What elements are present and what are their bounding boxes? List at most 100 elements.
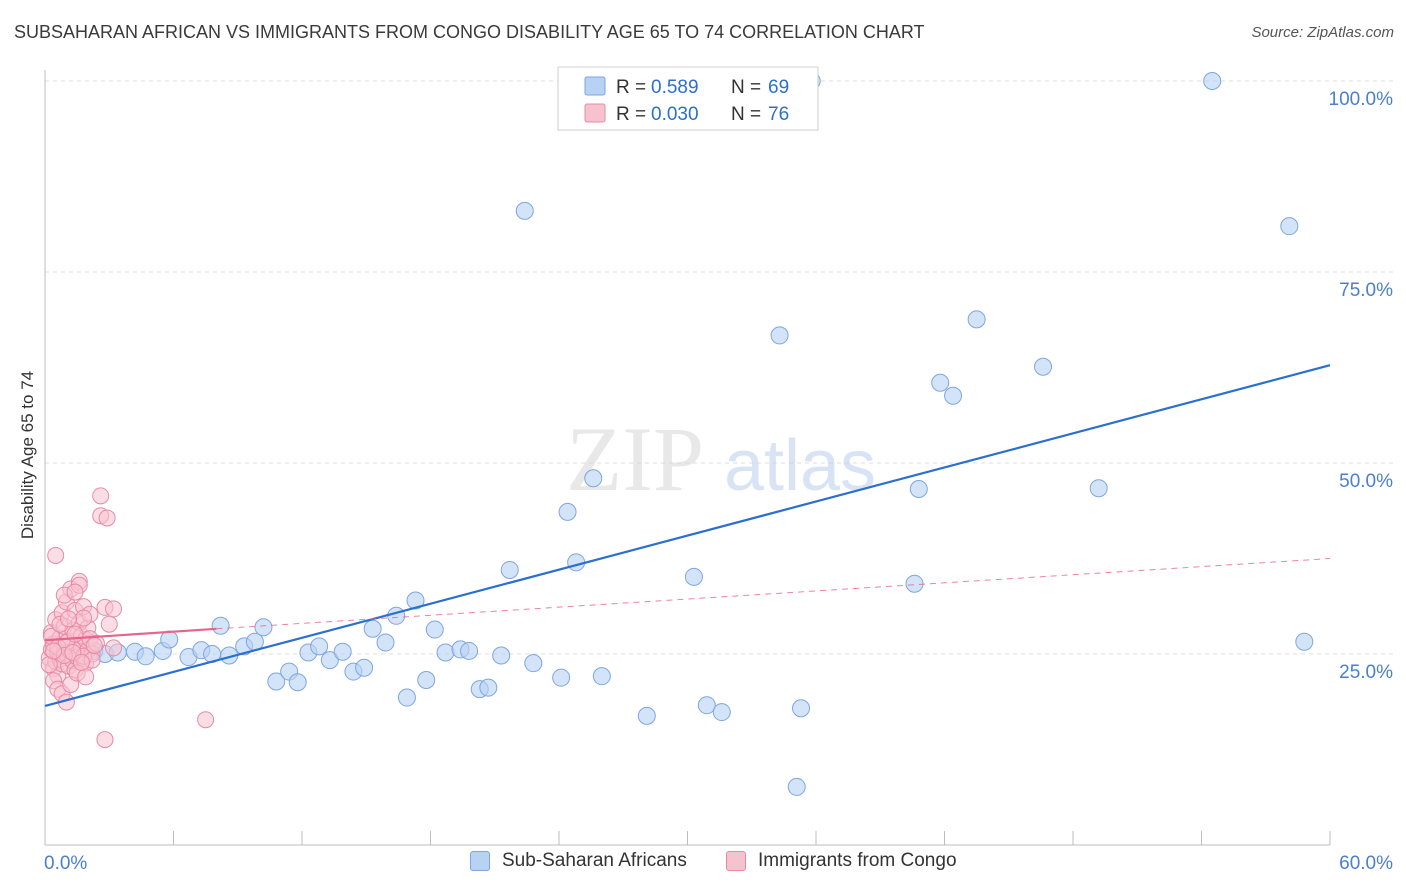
subsaharan-point (320, 651, 339, 670)
subsaharan-point (406, 591, 425, 610)
legend-n-value-2: 76 (768, 104, 789, 125)
legend-n-label-2: N = (731, 104, 761, 125)
subsaharan-point (211, 616, 230, 635)
subsaharan-point (500, 560, 519, 579)
congo-point (92, 487, 110, 505)
y-tick-label: 50.0% (1339, 471, 1393, 492)
series-legend: Sub-Saharan Africans Immigrants from Con… (0, 850, 1406, 878)
subsaharan-point (637, 706, 656, 725)
subsaharan-point (697, 696, 716, 715)
congo-point (100, 615, 118, 633)
stats-legend: R = 0.589 N = 69 R = 0.030 N = 76 (557, 66, 819, 131)
congo-point (75, 609, 93, 627)
subsaharan-point (492, 646, 511, 665)
subsaharan-point (333, 642, 352, 661)
y-tick-labels: 25.0% 50.0% 75.0% 100.0% (1329, 89, 1394, 683)
subsaharan-point (524, 654, 543, 673)
subsaharan-point (931, 373, 950, 392)
legend-r-value-2: 0.030 (651, 104, 699, 125)
legend-item-congo[interactable]: Immigrants from Congo (726, 850, 957, 872)
legend-label-subsaharan: Sub-Saharan Africans (502, 850, 687, 871)
y-tick-label: 100.0% (1329, 89, 1394, 110)
congo-point (66, 625, 84, 643)
subsaharan-point (787, 777, 806, 796)
subsaharan-point (584, 469, 603, 488)
subsaharan-point (310, 637, 329, 656)
legend-label-congo: Immigrants from Congo (758, 850, 957, 871)
congo-point (47, 546, 65, 564)
watermark: ZIP atlas (566, 408, 876, 510)
subsaharan-point (363, 619, 382, 638)
subsaharan-point (552, 668, 571, 687)
trend-lines (44, 364, 1331, 708)
subsaharan-point (558, 502, 577, 521)
subsaharan-point (770, 326, 789, 345)
watermark-atlas: atlas (724, 426, 876, 506)
congo-point (60, 610, 78, 628)
subsaharan-point (567, 553, 586, 572)
subsaharan-point (1089, 479, 1108, 498)
subsaharan-point (592, 667, 611, 686)
legend-swatch-subsaharan (470, 851, 490, 871)
subsaharan-point (436, 643, 455, 662)
x-tick-label: 60.0% (1339, 853, 1393, 874)
subsaharan-point (267, 672, 286, 691)
subsaharan-trend-line (44, 364, 1331, 708)
subsaharan-point (288, 673, 307, 692)
subsaharan-point (967, 310, 986, 329)
subsaharan-point (460, 641, 479, 660)
chart-title: SUBSAHARAN AFRICAN VS IMMIGRANTS FROM CO… (14, 22, 925, 42)
legend-n-value-1: 69 (768, 77, 789, 98)
congo-point (98, 509, 116, 527)
grid-lines (45, 80, 1393, 655)
congo-point (197, 711, 215, 729)
subsaharan-point (909, 479, 928, 498)
subsaharan-point (160, 630, 179, 649)
congo-point (72, 653, 90, 671)
subsaharan-point (479, 678, 498, 697)
axes (44, 70, 1331, 846)
legend-r-value-1: 0.589 (651, 77, 699, 98)
data-points (40, 72, 1314, 796)
subsaharan-point (355, 658, 374, 677)
subsaharan-point (417, 670, 436, 689)
x-tick-labels: 0.0% 60.0% (44, 853, 1393, 874)
legend-item-subsaharan[interactable]: Sub-Saharan Africans (470, 850, 687, 872)
subsaharan-point (397, 688, 416, 707)
congo-point (66, 583, 84, 601)
source-label: Source: ZipAtlas.com (1251, 24, 1394, 41)
y-tick-label: 25.0% (1339, 662, 1393, 683)
y-tick-label: 75.0% (1339, 280, 1393, 301)
subsaharan-point (515, 201, 534, 220)
subsaharan-point (136, 647, 155, 666)
congo-point (45, 642, 63, 660)
congo-point (105, 600, 123, 618)
watermark-zip: ZIP (566, 408, 704, 510)
y-axis-label: Disability Age 65 to 74 (18, 371, 37, 539)
legend-n-label-1: N = (731, 77, 761, 98)
subsaharan-point (1280, 217, 1299, 236)
subsaharan-point (684, 567, 703, 586)
subsaharan-point (905, 574, 924, 593)
congo-point (85, 637, 103, 655)
subsaharan-point (944, 386, 963, 405)
legend-swatch-blue (584, 76, 606, 96)
x-tick-label: 0.0% (44, 853, 87, 874)
subsaharan-point (1295, 632, 1314, 651)
legend-r-label-1: R = (616, 77, 646, 98)
congo-point (77, 668, 95, 686)
subsaharan-point (1203, 72, 1222, 90)
subsaharan-point (425, 620, 444, 639)
legend-swatch-congo (726, 851, 746, 871)
subsaharan-point (376, 633, 395, 652)
subsaharan-point (254, 618, 273, 637)
congo-point (105, 639, 123, 657)
subsaharan-point (1034, 357, 1053, 376)
subsaharan-point (387, 606, 406, 625)
legend-swatch-pink (584, 103, 606, 123)
congo-trend-line (44, 627, 217, 642)
subsaharan-point (792, 699, 811, 718)
congo-trend-line-extended (216, 558, 1331, 630)
congo-point (96, 731, 114, 749)
